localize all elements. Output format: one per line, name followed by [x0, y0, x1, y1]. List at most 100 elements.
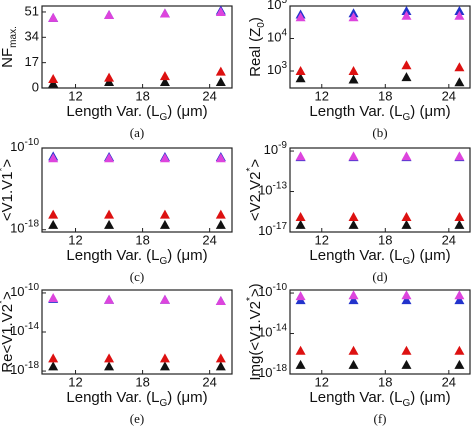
label-part: Length Var. (L [66, 247, 159, 264]
x-tick-label: 12 [68, 232, 82, 247]
marker [295, 151, 306, 161]
x-tick-label: 12 [315, 232, 329, 247]
label-part: 0 [256, 22, 267, 28]
marker [454, 6, 465, 16]
marker [348, 66, 359, 76]
x-tick-label: 12 [68, 88, 82, 103]
marker [159, 361, 170, 371]
tick-exp: -10 [273, 282, 288, 293]
x-axis-label: Length Var. (LG) (μm) [309, 247, 450, 267]
tick-base: 10 [10, 221, 24, 236]
marker [401, 212, 412, 222]
label-part: Length Var. (L [66, 389, 159, 406]
label-part: ) (μm) [167, 103, 207, 120]
marker [401, 359, 412, 369]
y-tick-label: 10-14 [258, 323, 287, 340]
tick-exp: -14 [273, 323, 288, 334]
label-part: <V2.V2 [247, 172, 264, 222]
y-axis-label: Re<V1.V2*> [0, 291, 16, 373]
marker [401, 295, 412, 305]
label-part: * [245, 297, 256, 301]
x-tick-label: 24 [202, 374, 216, 389]
tick-exp: 4 [281, 28, 287, 39]
marker [104, 361, 115, 371]
marker [295, 73, 306, 83]
x-tick-label: 24 [442, 374, 456, 389]
marker [48, 219, 59, 229]
x-axis-label: Length Var. (LG) (μm) [66, 247, 207, 267]
x-tick-label: 18 [378, 232, 392, 247]
marker [215, 353, 226, 363]
marker [454, 345, 465, 355]
y-axis-label: Real (Z0) [247, 17, 267, 77]
tick-exp: 5 [281, 0, 287, 6]
marker [401, 6, 412, 16]
marker [104, 153, 115, 163]
marker [295, 12, 306, 22]
marker [215, 219, 226, 229]
tick-base: 10 [258, 284, 272, 299]
marker [48, 353, 59, 363]
axes-frame [289, 289, 471, 375]
x-axis-label: Length Var. (LG) (μm) [66, 103, 207, 123]
caption: (c) [130, 269, 144, 284]
marker [348, 74, 359, 84]
marker [159, 353, 170, 363]
marker [454, 62, 465, 72]
y-axis-label: <V1.V1*> [0, 159, 16, 222]
marker [48, 74, 59, 84]
tick-exp: -10 [25, 282, 40, 293]
label-part: ) (μm) [410, 389, 450, 406]
x-tick-label: 18 [378, 88, 392, 103]
marker [215, 66, 226, 76]
marker [215, 6, 226, 16]
y-tick-label: 17 [25, 54, 39, 69]
marker [104, 219, 115, 229]
label-part: G [160, 398, 168, 409]
marker [215, 153, 226, 163]
caption: (b) [372, 125, 387, 140]
marker [401, 290, 412, 300]
label-part: ) (μm) [410, 103, 450, 120]
marker [401, 10, 412, 20]
y-tick-label: 10-18 [258, 363, 287, 380]
marker [348, 212, 359, 222]
marker [48, 293, 59, 303]
label-part: > [0, 291, 16, 300]
tick-base: 10 [10, 323, 24, 338]
tick-base: 10 [10, 284, 24, 299]
tick-base: 10 [267, 0, 281, 12]
x-tick-label: 24 [202, 232, 216, 247]
label-part: G [403, 256, 411, 267]
marker [215, 77, 226, 87]
x-tick-label: 24 [442, 88, 456, 103]
x-tick-label: 12 [315, 88, 329, 103]
y-tick-label: 104 [267, 28, 287, 45]
caption: (e) [130, 411, 144, 426]
marker [295, 219, 306, 229]
x-tick-label: 18 [135, 232, 149, 247]
marker [295, 345, 306, 355]
marker [295, 291, 306, 301]
label-part: Re<V1.V2 [0, 304, 16, 373]
marker [104, 9, 115, 19]
y-axis-label: Img(<V1.V2*>) [245, 283, 264, 380]
marker [48, 153, 59, 163]
y-tick-label: 34 [25, 29, 39, 44]
marker [159, 77, 170, 87]
x-axis-label: Length Var. (LG) (μm) [309, 389, 450, 409]
marker [348, 151, 359, 161]
marker [295, 212, 306, 222]
x-axis-label: Length Var. (LG) (μm) [66, 389, 207, 409]
marker [401, 345, 412, 355]
marker [104, 209, 115, 219]
y-tick-label: 10-9 [264, 140, 288, 157]
marker [215, 209, 226, 219]
y-axis-label: NFmax. [0, 26, 19, 68]
y-tick-label: 10-18 [10, 219, 39, 236]
tick-base: 10 [258, 365, 272, 380]
marker [454, 212, 465, 222]
y-tick-label: 10-14 [10, 321, 39, 338]
caption: (d) [372, 269, 387, 284]
